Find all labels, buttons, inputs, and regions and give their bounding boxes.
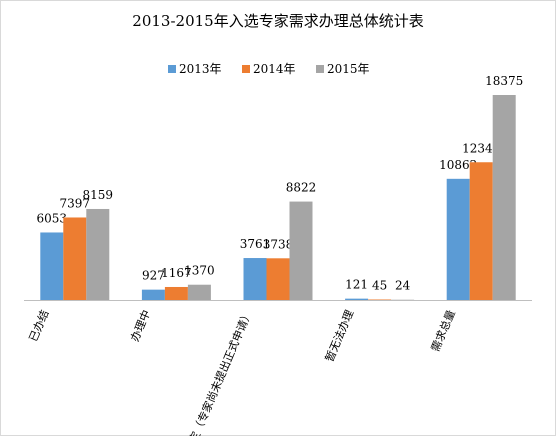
data-label-2-1: 927 <box>142 269 165 283</box>
bar-3-2 <box>266 258 290 300</box>
data-label-5-2: 12347 <box>462 141 500 155</box>
legend-label-3: 2015年 <box>327 62 370 76</box>
data-label-4-1: 121 <box>345 278 368 292</box>
legend-swatch-1 <box>168 65 176 73</box>
data-label-3-1: 3761 <box>240 237 271 251</box>
bar-5-2 <box>469 162 493 300</box>
data-label-2-2: 1167 <box>161 266 192 280</box>
bar-2-2 <box>164 286 188 300</box>
bar-2-3 <box>187 284 211 300</box>
bar-3-1 <box>243 258 267 300</box>
bar-4-1 <box>345 298 369 300</box>
data-label-1-3: 8159 <box>83 188 114 202</box>
data-label-5-3: 18375 <box>485 74 523 88</box>
bar-4-2 <box>368 299 392 300</box>
bar-1-3 <box>86 208 110 300</box>
bar-5-1 <box>446 178 470 300</box>
data-label-2-3: 1370 <box>184 264 215 278</box>
data-label-3-3: 8822 <box>286 181 317 195</box>
data-label-1-1: 6053 <box>37 211 68 225</box>
legend-swatch-2 <box>242 65 250 73</box>
data-label-4-2: 45 <box>372 278 387 292</box>
bar-1-2 <box>63 217 87 300</box>
legend-label-1: 2013年 <box>179 62 222 76</box>
data-label-5-1: 10862 <box>439 158 477 172</box>
legend: 2013年 2014年 2015年 <box>168 62 370 76</box>
data-label-3-2: 3738 <box>263 237 294 251</box>
chart-title: 2013-2015年入选专家需求办理总体统计表 <box>132 12 423 30</box>
data-label-4-3: 24 <box>395 279 411 293</box>
bar-2-1 <box>141 289 165 300</box>
data-label-1-2: 7397 <box>60 196 91 210</box>
bar-1-1 <box>40 232 64 300</box>
legend-label-2: 2014年 <box>253 62 296 76</box>
bar-5-3 <box>492 95 516 300</box>
legend-swatch-3 <box>316 65 324 73</box>
bar-3-3 <box>289 201 313 300</box>
